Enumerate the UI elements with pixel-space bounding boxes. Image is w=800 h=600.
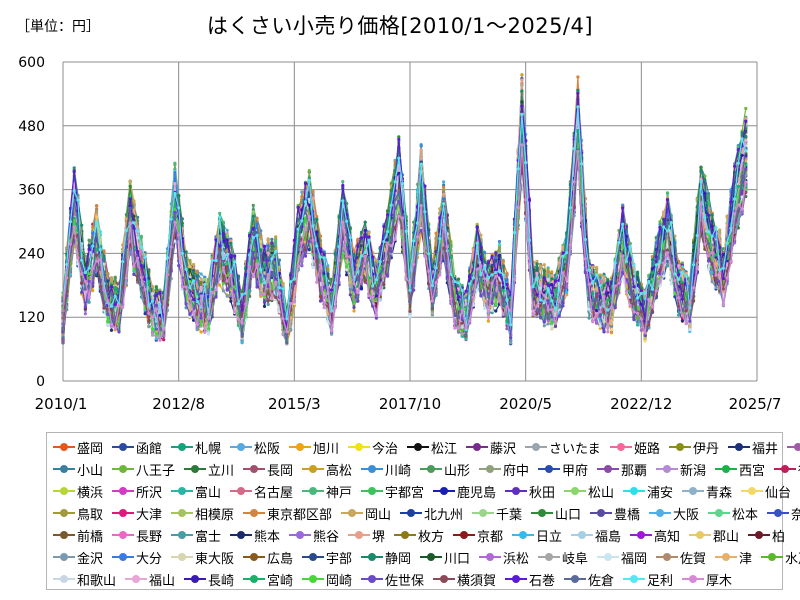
data-point — [262, 304, 267, 308]
data-point — [270, 237, 274, 241]
y-tick-label: 0 — [36, 374, 45, 390]
data-point — [352, 309, 356, 313]
unit-label: ［単位：円］ — [16, 19, 100, 35]
line-chart: 0 120 240 360 480 600 2010/1 2012/8 2015/3 2017/1… — [18, 55, 782, 413]
data-point — [229, 299, 233, 303]
y-tick-label: 360 — [18, 183, 45, 199]
data-point — [251, 203, 255, 207]
data-point — [419, 143, 423, 147]
chart-title: はくさい小売り価格[2010/1～2025/4] — [206, 14, 594, 38]
data-point — [113, 275, 117, 279]
data-point — [199, 330, 203, 334]
y-tick-label: 120 — [18, 310, 45, 326]
y-tick-label: 600 — [18, 55, 45, 71]
data-point — [494, 309, 498, 313]
x-tick-label: 2010/1 — [35, 395, 88, 413]
data-point — [565, 293, 569, 297]
y-tick-label: 240 — [18, 246, 45, 262]
data-point — [486, 319, 490, 323]
x-tick-label: 2015/3 — [268, 395, 321, 413]
y-tick-label: 480 — [18, 119, 45, 135]
data-point — [680, 319, 685, 323]
data-point — [218, 283, 222, 287]
data-point — [744, 106, 748, 111]
data-point — [520, 73, 524, 77]
data-point — [326, 264, 330, 268]
data-point — [87, 238, 91, 242]
x-tick-label: 2020/5 — [499, 395, 552, 413]
data-point — [199, 272, 203, 276]
data-point — [91, 289, 95, 293]
data-point — [706, 194, 711, 198]
data-point — [225, 228, 229, 232]
data-point — [109, 328, 114, 332]
data-point — [307, 169, 311, 173]
x-tick-label: 2012/8 — [152, 395, 205, 413]
data-point — [442, 180, 446, 184]
data-point — [162, 338, 166, 342]
x-tick-label: 2025/7 — [729, 395, 782, 413]
x-tick-label: 2022/12 — [610, 395, 672, 413]
x-tick-label: 2017/10 — [379, 395, 441, 413]
data-point — [497, 239, 502, 244]
